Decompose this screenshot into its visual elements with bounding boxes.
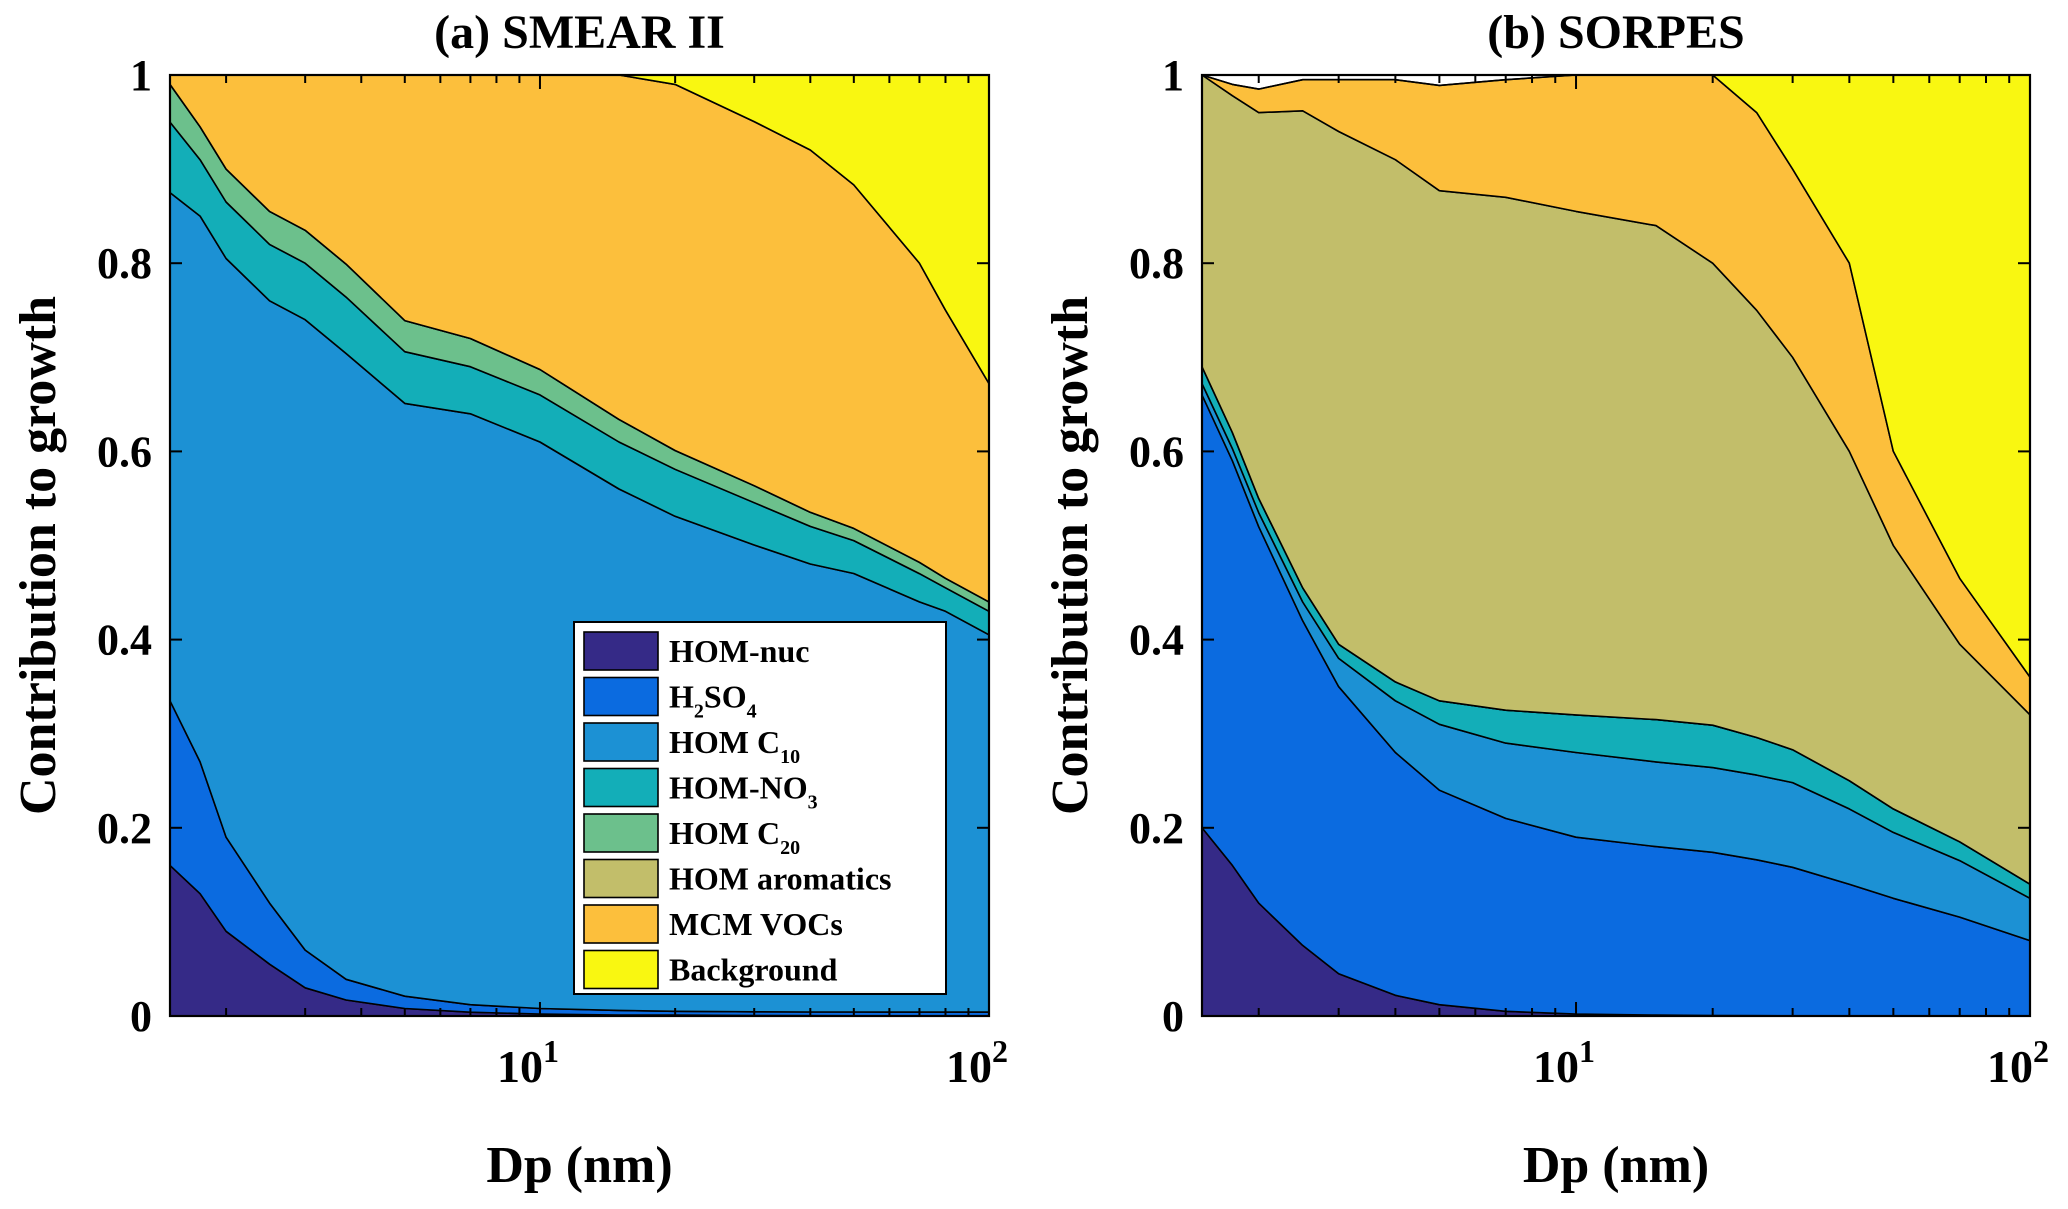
legend-label-hom-aromatics: HOM aromatics [669,861,891,897]
legend-label-hom-no3: HOM-NO3 [669,770,818,814]
legend-label-h2so4: H2SO4 [669,679,757,723]
panel-smear-ii: 0 0.2 0.4 0.6 0.8 1 101 102 (a) SMEAR II Dp (nm) C… [10,6,1008,1194]
x-axis-label: Dp (nm) [1523,1137,1709,1194]
legend-label-hom-c20: HOM C20 [669,815,800,859]
x-tick-label: 102 [1987,1033,2049,1092]
y-tick-label: 0.6 [97,427,152,476]
legend-swatch-mcm-vocs [583,904,659,944]
axes-box [168,73,991,1018]
x-axis-label: Dp (nm) [486,1137,672,1194]
y-tick-label: 0.4 [97,616,152,665]
y-axis-label: Contribution to growth [10,296,67,815]
panel-title: (a) SMEAR II [434,6,725,59]
legend-swatch-h2so4 [583,676,659,717]
y-tick-label: 0.2 [97,804,152,853]
legend-swatch-hom-c20 [583,813,659,853]
panel-title: (b) SORPES [1487,6,1744,59]
x-tick-label: 101 [497,1033,559,1092]
legend-swatch-background [583,949,659,990]
y-tick-label: 0 [1162,992,1184,1041]
axes-box [1200,73,2032,1018]
legend-swatch-hom-nuc [583,631,659,671]
legend-label-mcm-vocs: MCM VOCs [669,906,843,942]
y-tick-label: 0.2 [1129,804,1184,853]
y-tick-label: 0.6 [1129,427,1184,476]
y-tick-label: 1 [130,51,152,100]
y-tick-label: 1 [1162,51,1184,100]
y-tick-label: 0 [130,992,152,1041]
y-tick-label: 0.4 [1129,616,1184,665]
x-tick-label: 102 [946,1033,1008,1092]
legend-swatch-hom-c10 [583,722,659,762]
y-tick-label: 0.8 [97,239,152,288]
legend-swatch-hom-no3 [583,767,659,808]
y-axis-label: Contribution to growth [1042,296,1099,815]
legend-label-hom-nuc: HOM-nuc [669,633,809,669]
legend-label-hom-c10: HOM C10 [669,724,800,768]
y-tick-label: 0.8 [1129,239,1184,288]
panel-sorpes: 0 0.2 0.4 0.6 0.8 1 101 102 (b) SORPES Dp (nm) Con… [1042,6,2049,1194]
x-tick-label: 101 [1533,1033,1595,1092]
legend-label-background: Background [669,952,838,988]
legend-swatch-hom-aromatics [583,858,659,899]
